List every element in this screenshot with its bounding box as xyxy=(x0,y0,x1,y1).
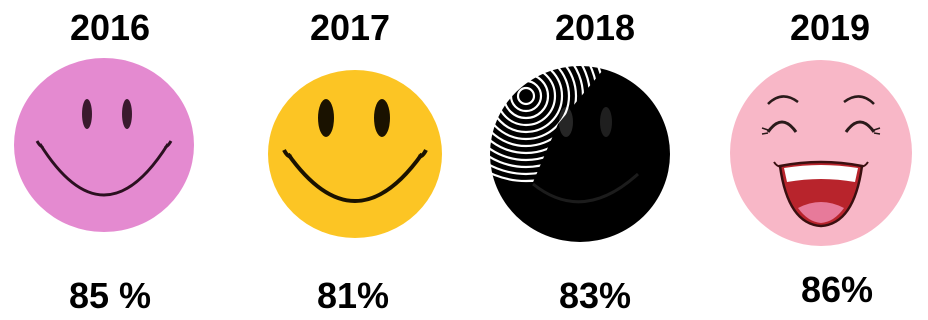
black-swirl-smiley-icon xyxy=(488,64,670,242)
percent-2019-label: 86% xyxy=(800,269,874,310)
laughing-smiley-icon xyxy=(730,60,912,246)
laughing-smiley-face xyxy=(728,58,914,248)
percent-2016-label: 85 % xyxy=(68,275,152,316)
percent-2017-label: 81% xyxy=(316,275,390,316)
pink-smiley-face xyxy=(12,56,196,234)
yellow-smiley-icon xyxy=(268,70,442,238)
black-swirl-smiley-face xyxy=(488,64,672,244)
year-2016-label: 2016 xyxy=(69,7,151,48)
pink-smiley-icon xyxy=(14,58,194,232)
yellow-smiley-face xyxy=(266,68,444,240)
percent-2018-label: 83% xyxy=(558,275,632,316)
year-2019-label: 2019 xyxy=(789,7,871,48)
year-2017-label: 2017 xyxy=(309,7,391,48)
year-2018-label: 2018 xyxy=(554,7,636,48)
